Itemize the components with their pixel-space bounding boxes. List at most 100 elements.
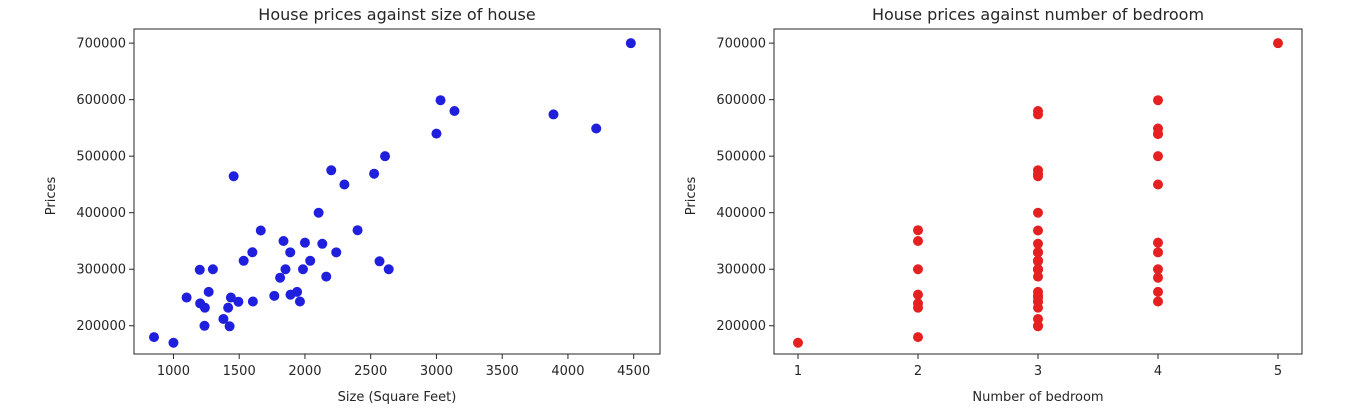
data-point: [352, 225, 363, 236]
data-point: [331, 247, 342, 258]
data-point: [1033, 313, 1043, 324]
data-point: [1153, 296, 1163, 307]
data-point: [913, 236, 923, 247]
data-point: [339, 179, 350, 190]
data-point: [431, 128, 442, 139]
data-point: [247, 247, 258, 258]
size-scatter-chart: House prices against size of house 1000 1…: [44, 5, 661, 405]
data-point: [321, 271, 332, 282]
data-point: [233, 296, 244, 307]
data-point: [313, 207, 324, 218]
x-tick-label: 1500: [223, 364, 256, 379]
chart-title: House prices against size of house: [258, 5, 535, 24]
x-tick-label: 2000: [288, 364, 321, 379]
marker-group: [148, 38, 636, 348]
data-point: [199, 302, 210, 313]
data-point: [317, 238, 328, 249]
data-point: [1273, 38, 1283, 49]
data-point: [1033, 264, 1043, 275]
data-point: [228, 171, 239, 182]
x-tick-label: 3000: [420, 364, 453, 379]
data-point: [913, 332, 923, 343]
y-tick-label: 300000: [76, 263, 126, 278]
y-axis-label: Prices: [44, 177, 59, 216]
x-axis-label: Number of bedroom: [972, 390, 1103, 405]
x-tick-label: 4: [1154, 364, 1162, 379]
plot-frame: [133, 28, 661, 355]
data-point: [1153, 272, 1163, 283]
x-tick-label: 4500: [617, 364, 650, 379]
data-point: [913, 225, 923, 236]
data-point: [1153, 95, 1163, 106]
data-point: [374, 256, 385, 267]
data-point: [225, 292, 236, 303]
data-point: [218, 313, 229, 324]
y-tick-label: 700000: [76, 37, 126, 52]
bedroom-scatter-chart: House prices against number of bedroom 1…: [684, 5, 1303, 405]
data-point: [224, 321, 235, 332]
data-point: [181, 292, 192, 303]
data-point: [449, 106, 460, 117]
data-point: [299, 237, 310, 248]
data-point: [1033, 286, 1043, 297]
y-tick-label: 700000: [716, 37, 766, 52]
y-tick-label: 300000: [716, 263, 766, 278]
data-point: [1153, 151, 1163, 162]
data-point: [1153, 179, 1163, 190]
data-point: [913, 264, 923, 275]
x-tick-label: 2500: [354, 364, 387, 379]
data-point: [168, 337, 179, 348]
data-point: [1033, 238, 1043, 249]
y-tick-label: 500000: [76, 150, 126, 165]
data-point: [255, 225, 266, 236]
data-point: [383, 264, 394, 275]
x-tick-label: 1000: [157, 364, 190, 379]
x-tick-label: 4000: [551, 364, 584, 379]
data-point: [1153, 286, 1163, 297]
data-point: [148, 332, 159, 343]
data-point: [285, 247, 296, 258]
data-point: [199, 320, 210, 331]
data-point: [1153, 129, 1163, 140]
data-point: [1033, 106, 1043, 117]
data-point: [1153, 237, 1163, 248]
data-point: [1153, 264, 1163, 275]
y-tick-label: 600000: [76, 93, 126, 108]
data-point: [591, 123, 602, 134]
x-tick-label: 1: [794, 364, 802, 379]
data-point: [1033, 225, 1043, 236]
tick-group: 1000 1500 2000 2500 3000 3500 4000 4500 200000 30…: [76, 37, 650, 379]
data-point: [247, 296, 258, 307]
data-point: [203, 286, 214, 297]
y-tick-label: 400000: [76, 206, 126, 221]
marker-group: [793, 38, 1283, 348]
data-point: [1033, 255, 1043, 266]
data-point: [1153, 247, 1163, 258]
data-point: [223, 302, 234, 313]
y-tick-label: 200000: [76, 319, 126, 334]
data-point: [269, 290, 280, 301]
y-tick-label: 200000: [716, 319, 766, 334]
data-point: [305, 255, 316, 266]
y-tick-label: 600000: [716, 93, 766, 108]
x-tick-label: 5: [1274, 364, 1282, 379]
data-point: [292, 286, 303, 297]
data-point: [1033, 320, 1043, 331]
chart-title: House prices against number of bedroom: [872, 5, 1204, 24]
data-point: [1033, 247, 1043, 258]
data-point: [1033, 165, 1043, 176]
data-point: [1033, 207, 1043, 218]
data-point: [194, 264, 205, 275]
data-point: [326, 165, 337, 176]
x-tick-label: 3500: [486, 364, 519, 379]
data-point: [548, 109, 559, 120]
data-point: [278, 236, 289, 247]
data-point: [625, 38, 636, 49]
data-point: [793, 337, 803, 348]
tick-group: 1 2 3 4 5 200000 300000 400000 500000 600000 70000…: [716, 37, 1282, 379]
y-axis-label: Prices: [684, 177, 699, 216]
x-tick-label: 2: [914, 364, 922, 379]
data-point: [913, 298, 923, 309]
data-point: [369, 168, 380, 179]
